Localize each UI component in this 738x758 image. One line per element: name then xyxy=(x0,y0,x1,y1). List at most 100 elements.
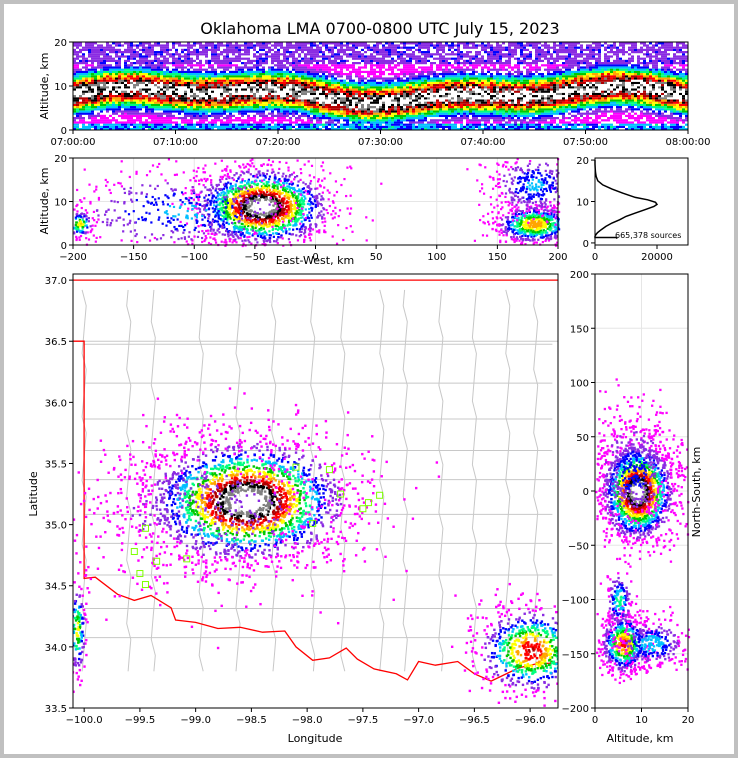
time-height-cell xyxy=(175,88,178,91)
time-height-cell xyxy=(247,59,250,63)
time-height-cell xyxy=(490,44,493,47)
time-height-cell xyxy=(361,112,364,115)
time-height-cell xyxy=(496,70,499,74)
time-height-cell xyxy=(304,42,307,45)
time-height-cell xyxy=(241,92,244,96)
time-height-cell xyxy=(307,121,310,124)
time-height-cell xyxy=(268,88,271,91)
time-height-cell xyxy=(259,106,262,109)
time-height-cell xyxy=(112,92,115,96)
time-height-cell xyxy=(118,79,121,82)
time-height-cell xyxy=(367,110,370,113)
time-height-cell xyxy=(475,86,478,89)
time-height-cell xyxy=(166,119,169,122)
time-height-cell xyxy=(307,101,310,104)
time-height-cell xyxy=(178,75,181,78)
time-height-cell xyxy=(196,114,199,118)
time-height-cell xyxy=(298,64,301,67)
time-height-cell xyxy=(478,92,481,96)
time-height-cell xyxy=(325,86,328,89)
time-height-cell xyxy=(184,48,187,52)
time-height-cell xyxy=(205,106,208,109)
time-height-cell xyxy=(124,90,127,93)
time-height-cell xyxy=(376,46,379,49)
time-height-cell xyxy=(166,110,169,113)
time-height-cell xyxy=(337,90,340,93)
time-height-cell xyxy=(460,62,463,65)
time-height-cell xyxy=(328,123,331,126)
time-height-cell xyxy=(223,57,226,60)
time-height-cell xyxy=(466,53,469,56)
time-height-cell xyxy=(469,128,472,131)
time-height-cell xyxy=(328,114,331,118)
time-height-cell xyxy=(406,99,409,102)
time-height-cell xyxy=(142,84,145,87)
time-height-cell xyxy=(433,70,436,74)
time-height-cell xyxy=(358,77,361,80)
time-height-cell xyxy=(217,81,220,85)
time-height-cell xyxy=(349,99,352,102)
time-height-cell xyxy=(85,59,88,63)
time-height-cell xyxy=(292,112,295,115)
time-height-cell xyxy=(118,106,121,109)
time-height-cell xyxy=(97,108,100,111)
time-height-cell xyxy=(127,79,130,82)
time-height-cell xyxy=(145,66,148,69)
time-height-cell xyxy=(250,125,253,129)
time-height-cell xyxy=(325,55,328,58)
time-height-cell xyxy=(487,119,490,122)
time-height-cell xyxy=(181,79,184,82)
time-height-cell xyxy=(148,44,151,47)
time-height-cell xyxy=(265,90,268,93)
time-height-cell xyxy=(304,57,307,60)
time-height-cell xyxy=(184,128,187,131)
time-height-cell xyxy=(334,92,337,96)
time-height-cell xyxy=(169,55,172,58)
time-height-cell xyxy=(469,51,472,54)
time-height-cell xyxy=(160,48,163,52)
time-height-cell xyxy=(400,99,403,102)
time-height-cell xyxy=(76,46,79,49)
time-height-cell xyxy=(100,48,103,52)
time-height-cell xyxy=(352,106,355,109)
time-height-cell xyxy=(283,114,286,118)
time-height-cell xyxy=(442,70,445,74)
time-height-cell xyxy=(133,101,136,104)
time-height-cell xyxy=(151,73,154,76)
time-height-cell xyxy=(118,95,121,98)
time-height-cell xyxy=(304,99,307,102)
time-height-cell xyxy=(391,77,394,80)
time-height-cell xyxy=(217,73,220,76)
time-height-cell xyxy=(166,99,169,102)
time-height-cell xyxy=(289,51,292,54)
time-height-cell xyxy=(271,62,274,65)
time-height-cell xyxy=(202,73,205,76)
time-height-cell xyxy=(475,77,478,80)
time-height-cell xyxy=(493,68,496,71)
time-height-cell xyxy=(196,75,199,78)
time-height-cell xyxy=(481,95,484,98)
time-height-cell xyxy=(325,128,328,131)
time-height-cell xyxy=(217,99,220,102)
time-height-cell xyxy=(133,75,136,78)
time-height-cell xyxy=(484,44,487,47)
time-height-cell xyxy=(220,90,223,93)
time-height-cell xyxy=(328,84,331,87)
time-height-cell xyxy=(238,46,241,49)
time-height-cell xyxy=(388,68,391,71)
time-height-cell xyxy=(472,92,475,96)
time-height-cell xyxy=(82,62,85,65)
time-height-cell xyxy=(373,75,376,78)
time-height-cell xyxy=(454,114,457,118)
time-height-cell xyxy=(415,86,418,89)
time-height-cell xyxy=(352,123,355,126)
time-height-cell xyxy=(376,114,379,118)
time-height-cell xyxy=(421,114,424,118)
time-height-cell xyxy=(493,55,496,58)
time-height-cell xyxy=(298,99,301,102)
time-height-cell xyxy=(184,70,187,74)
time-height-cell xyxy=(445,108,448,111)
time-height-cell xyxy=(115,106,118,109)
time-height-cell xyxy=(364,77,367,80)
time-height-cell xyxy=(88,110,91,113)
